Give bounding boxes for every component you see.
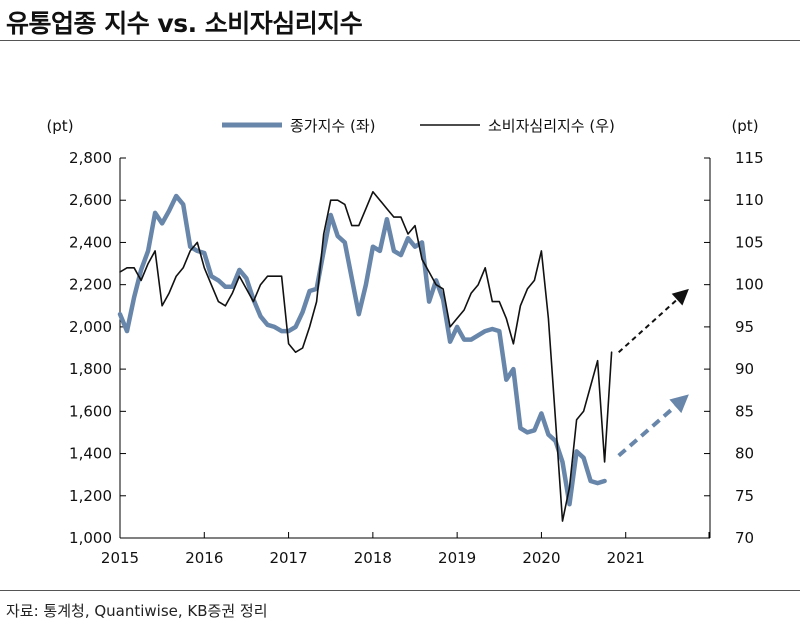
left-tick-label: 1,200 [69,487,112,505]
left-tick-label: 1,000 [69,529,112,547]
series-lines [117,191,613,522]
right-tick-label: 115 [735,149,764,167]
annotation-arrow-shaft [617,404,677,458]
annotations [617,288,689,458]
x-tick-label: 2021 [607,549,645,567]
series-line-stock-index [117,193,607,507]
left-tick-label: 2,000 [69,318,112,336]
left-tick-label: 2,400 [69,233,112,251]
x-tick-label: 2015 [101,549,139,567]
x-tick-label: 2020 [522,549,560,567]
right-tick-label: 105 [735,233,764,251]
right-tick-label: 75 [735,487,754,505]
axes: 1,000 1,200 1,400 1,600 1,800 2,000 2,200 2,400… [69,149,764,567]
right-tick-label: 70 [735,529,754,547]
annotation-arrow-head [669,394,689,414]
left-tick-label: 2,200 [69,276,112,294]
left-tick-label: 2,800 [69,149,112,167]
legend-label-sentiment: 소비자심리지수 (우) [488,117,615,135]
footer-rule [0,590,800,591]
annotation-arrow-shaft [618,298,678,353]
right-tick-label: 90 [735,360,754,378]
left-tick-label: 1,600 [69,402,112,420]
x-tick-label: 2017 [269,549,307,567]
x-tick-label: 2018 [354,549,392,567]
legend: 종가지수 (좌) 소비자심리지수 (우) [222,117,615,135]
right-tick-label: 110 [735,191,764,209]
series-line-consumer-sentiment [119,191,613,522]
left-axis-unit: (pt) [46,117,73,135]
title-underline [0,40,800,41]
x-tick-label: 2019 [438,549,476,567]
chart-title: 유통업종 지수 vs. 소비자심리지수 [6,9,363,38]
left-tick-label: 2,600 [69,191,112,209]
left-tick-label: 1,800 [69,360,112,378]
right-tick-label: 95 [735,318,754,336]
right-tick-label: 100 [735,276,764,294]
source-note: 자료: 통계청, Quantiwise, KB증권 정리 [6,602,268,620]
x-tick-label: 2016 [185,549,223,567]
left-tick-label: 1,400 [69,445,112,463]
legend-label-stock: 종가지수 (좌) [290,117,375,135]
right-tick-label: 80 [735,445,754,463]
right-axis-unit: (pt) [731,117,758,135]
right-tick-label: 85 [735,402,754,420]
annotation-arrow-head [671,288,689,306]
